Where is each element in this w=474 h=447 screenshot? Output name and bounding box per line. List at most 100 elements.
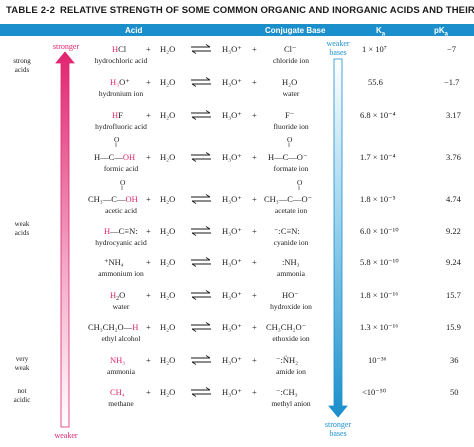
base-arrow-bottom-label: stronger bases: [324, 420, 352, 438]
plus-sign: +: [146, 44, 151, 54]
pka-value: 15.7: [446, 290, 461, 300]
ka-value: 55.6: [368, 77, 383, 87]
equilibrium-arrows-icon: [191, 194, 211, 204]
base-formula: H—C—O⁻: [268, 152, 308, 162]
header-pka: pKa: [434, 26, 449, 38]
acid-formula: NH₃: [110, 355, 126, 365]
header-conjugate-base: Conjugate Base: [265, 26, 326, 35]
equilibrium-arrows-icon: [191, 355, 211, 365]
base-name: acetate ion: [274, 206, 308, 215]
plus-sign: +: [146, 355, 151, 365]
pka-value: −1.7: [444, 77, 460, 87]
base-formula: Cl⁻: [284, 44, 297, 54]
table-caption: RELATIVE STRENGTH OF SOME COMMON ORGANIC…: [60, 5, 474, 16]
pka-value: 3.17: [446, 110, 461, 120]
acid-name: hydrochloric acid: [94, 56, 148, 65]
pka-value: 15.9: [446, 322, 461, 332]
acid-name: hydrofluoric acid: [95, 122, 147, 131]
water-reactant: H₂O: [160, 387, 176, 397]
carbonyl-oxygen: O: [297, 178, 303, 187]
hydronium-product: H₃O⁺: [222, 257, 242, 267]
water-reactant: H₂O: [160, 77, 176, 87]
water-reactant: H₂O: [160, 110, 176, 120]
hydronium-product: H₃O⁺: [222, 322, 242, 332]
acid-name: acetic acid: [105, 206, 137, 215]
ka-value: <10⁻⁵⁰: [362, 387, 387, 397]
base-name: cyanide ion: [273, 238, 309, 247]
base-name: hydroxide ion: [270, 302, 312, 311]
plus-sign: +: [146, 322, 151, 332]
acid-formula: H—C—OH: [94, 152, 136, 162]
ka-value: 10⁻³⁶: [368, 355, 387, 365]
base-formula: ⁻:N̈H₂: [276, 355, 299, 365]
hydronium-product: H₃O⁺: [222, 44, 242, 54]
base-name: methyl anion: [271, 399, 311, 408]
base-name: fluoride ion: [273, 122, 309, 131]
acid-strength-arrow: [55, 51, 75, 428]
base-name: chloride ion: [272, 56, 310, 65]
plus-sign: +: [252, 44, 257, 54]
ka-value: 1.3 × 10⁻¹⁶: [360, 322, 399, 332]
acid-name: formic acid: [103, 164, 139, 173]
base-formula: ⁻:CH₃: [276, 387, 298, 397]
acid-name: ethyl alcohol: [101, 334, 141, 343]
water-reactant: H₂O: [160, 226, 176, 236]
ka-value: 5.8 × 10⁻¹⁰: [360, 257, 399, 267]
double-bond: ‖: [298, 186, 300, 192]
ka-value: 1.8 × 10⁻¹⁶: [360, 290, 399, 300]
carbonyl-oxygen: O: [120, 178, 126, 187]
base-name: amide ion: [276, 367, 306, 376]
equilibrium-arrows-icon: [191, 44, 211, 54]
water-reactant: H₂O: [160, 44, 176, 54]
pka-value: 9.22: [446, 226, 461, 236]
column-header-bar: Acid Conjugate Base Ka pKa: [0, 25, 474, 38]
table-number: TABLE 2-2: [6, 5, 56, 16]
base-formula: ⁻:C≡N:: [274, 226, 300, 236]
base-formula: HO⁻: [282, 290, 299, 300]
acid-name: water: [112, 302, 130, 311]
plus-sign: +: [146, 77, 151, 87]
pka-value: 3.76: [446, 152, 461, 162]
plus-sign: +: [146, 226, 151, 236]
plus-sign: +: [252, 387, 257, 397]
pka-value: 9.24: [446, 257, 461, 267]
hydronium-product: H₃O⁺: [222, 77, 242, 87]
plus-sign: +: [146, 387, 151, 397]
plus-sign: +: [252, 257, 257, 267]
water-reactant: H₂O: [160, 257, 176, 267]
carbonyl-oxygen: O: [287, 135, 293, 144]
plus-sign: +: [252, 322, 257, 332]
carbonyl-oxygen: O: [114, 135, 120, 144]
base-formula: H₂O: [282, 77, 298, 87]
pka-value: 50: [450, 387, 459, 397]
label-very-weak: very weak: [14, 355, 30, 372]
acid-formula: H₃O⁺: [110, 77, 130, 87]
hydronium-product: H₃O⁺: [222, 290, 242, 300]
base-formula: CH₃CH₂O⁻: [266, 322, 307, 332]
water-reactant: H₂O: [160, 152, 176, 162]
equilibrium-arrows-icon: [191, 257, 211, 267]
pka-value: 4.74: [446, 194, 461, 204]
acid-name: ammonia: [107, 367, 135, 376]
acid-formula: ⁺NH₄: [104, 257, 124, 267]
label-not-acidic: not acidic: [13, 387, 31, 404]
base-name: ethoxide ion: [272, 334, 310, 343]
header-ka: Ka: [376, 26, 386, 38]
plus-sign: +: [146, 152, 151, 162]
equilibrium-arrows-icon: [191, 290, 211, 300]
pka-value: 36: [450, 355, 459, 365]
acid-name: hydrocyanic acid: [95, 238, 147, 247]
equilibrium-arrows-icon: [191, 110, 211, 120]
base-strength-arrow: [328, 58, 348, 418]
ka-value: 6.0 × 10⁻¹⁰: [360, 226, 399, 236]
plus-sign: +: [252, 152, 257, 162]
double-bond: ‖: [288, 143, 290, 149]
water-reactant: H₂O: [160, 290, 176, 300]
plus-sign: +: [252, 194, 257, 204]
hydronium-product: H₃O⁺: [222, 194, 242, 204]
acid-name: ammonium ion: [98, 269, 144, 278]
base-name: formate ion: [273, 164, 309, 173]
equilibrium-arrows-icon: [191, 322, 211, 332]
plus-sign: +: [252, 110, 257, 120]
